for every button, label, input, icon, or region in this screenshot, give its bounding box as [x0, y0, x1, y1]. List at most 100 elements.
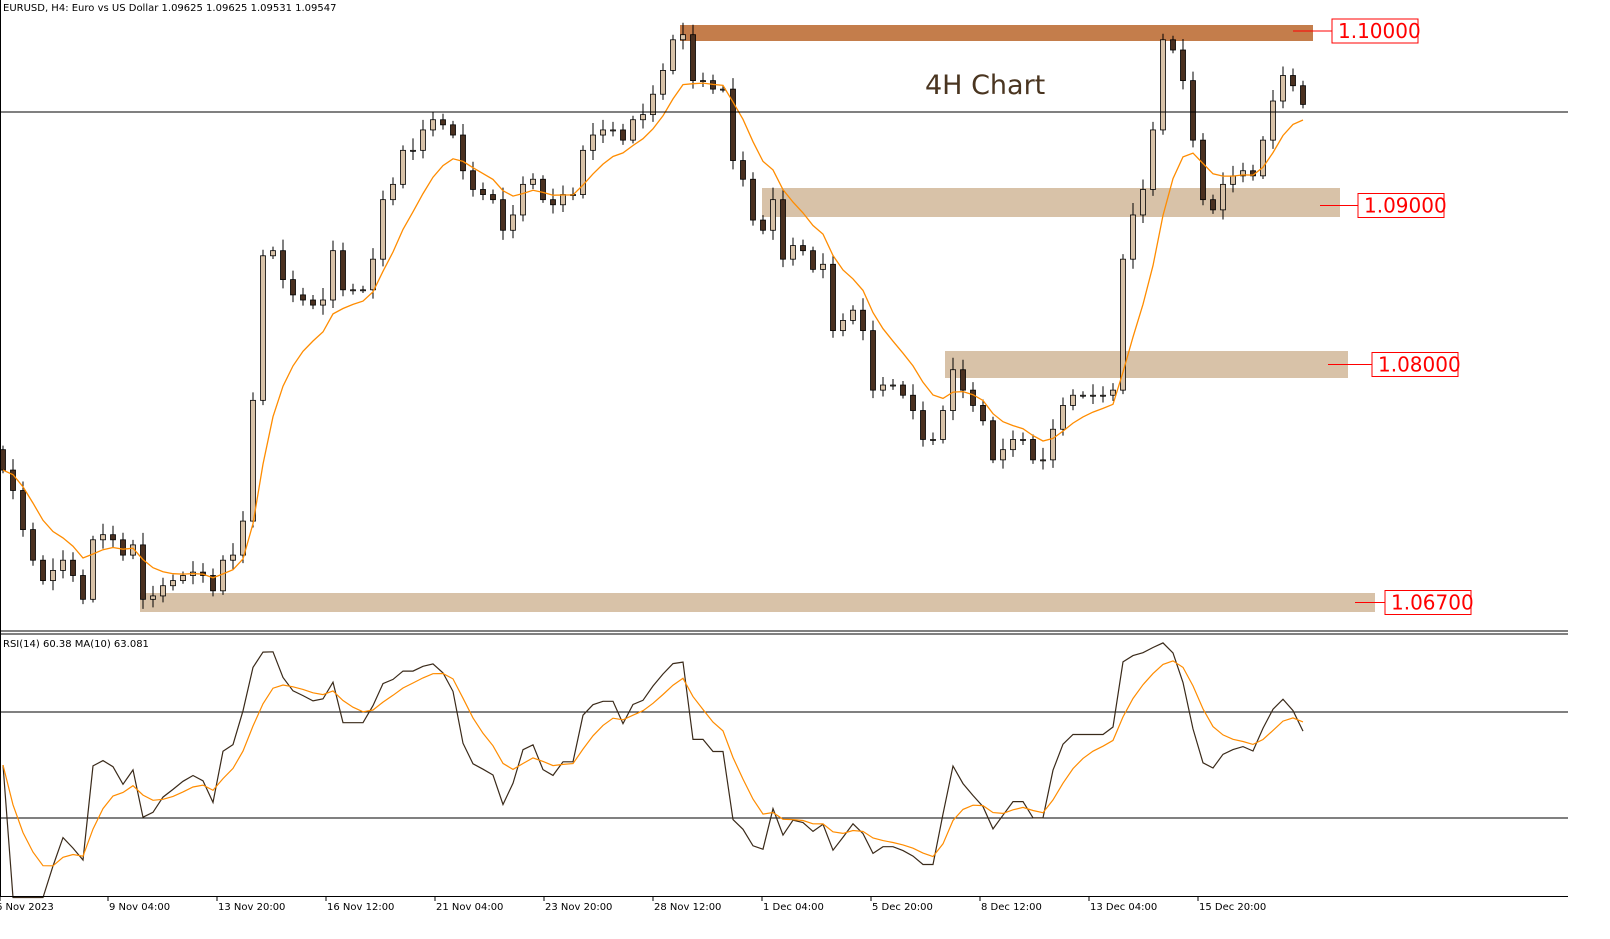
- candle: [470, 170, 476, 190]
- candle: [1070, 394, 1076, 406]
- candle: [1120, 258, 1126, 391]
- candle: [80, 575, 86, 600]
- zone-1.08000[interactable]: [945, 351, 1348, 378]
- candle: [930, 439, 936, 441]
- annotation-4h-chart: 4H Chart: [925, 70, 1045, 101]
- candle: [70, 559, 76, 576]
- x-tick-label: 5 Dec 20:00: [872, 902, 933, 913]
- candle: [700, 80, 706, 83]
- candle: [330, 250, 336, 301]
- candle: [910, 394, 916, 411]
- x-tick-label: 13 Nov 20:00: [218, 902, 285, 913]
- candle: [510, 214, 516, 231]
- candle: [270, 250, 276, 257]
- candle: [530, 178, 536, 185]
- candle: [600, 129, 606, 136]
- candle: [110, 534, 116, 541]
- candle: [800, 245, 806, 252]
- candle: [870, 330, 876, 391]
- level-label-box: [1371, 352, 1459, 377]
- candle: [1290, 75, 1296, 87]
- candle: [180, 575, 186, 582]
- candle: [970, 389, 976, 406]
- candles: [0, 22, 1306, 609]
- candle: [760, 219, 766, 231]
- support-resistance-zones: [140, 25, 1375, 612]
- level-label-box: [1331, 18, 1419, 44]
- candle: [950, 369, 956, 411]
- zone-1.06700[interactable]: [140, 593, 1375, 612]
- candle: [50, 570, 56, 582]
- candle: [520, 183, 526, 216]
- time-axis: 6 Nov 2023 9 Nov 04:00 13 Nov 20:00 16 Nov …: [0, 897, 1266, 913]
- candle: [30, 529, 36, 561]
- candle: [1030, 439, 1036, 461]
- candle: [850, 309, 856, 321]
- candle: [610, 129, 616, 132]
- candle: [1080, 394, 1086, 397]
- candle: [360, 289, 366, 292]
- candle: [310, 299, 316, 306]
- candle: [740, 160, 746, 180]
- candle: [220, 559, 226, 592]
- candle: [630, 119, 636, 141]
- candle: [1300, 85, 1306, 105]
- candle: [450, 124, 456, 136]
- moving-average-line: [2, 82, 1304, 579]
- candle: [230, 554, 236, 561]
- candle: [660, 70, 666, 95]
- x-tick-label: 9 Nov 04:00: [109, 902, 170, 913]
- candle: [920, 410, 926, 440]
- candle: [550, 199, 556, 206]
- rsi-line: [2, 642, 1304, 899]
- candle: [430, 119, 436, 131]
- candle: [410, 149, 416, 152]
- candle: [650, 93, 656, 116]
- level-label: 1.08000: [1378, 353, 1461, 377]
- zone-1.10000[interactable]: [680, 25, 1313, 41]
- candle: [370, 258, 376, 291]
- candle: [40, 559, 46, 582]
- candle: [750, 178, 756, 221]
- candle: [1280, 75, 1286, 102]
- candle: [820, 263, 826, 270]
- candle: [940, 410, 946, 440]
- candle: [640, 114, 646, 121]
- candle: [60, 559, 66, 571]
- candle: [1240, 170, 1246, 177]
- zone-1.09000[interactable]: [762, 188, 1340, 217]
- candle: [540, 178, 546, 201]
- candle: [130, 544, 136, 556]
- level-labels: 1.10000 1.09000 1.08000 1.06700: [1293, 18, 1474, 615]
- candle: [1230, 175, 1236, 185]
- candle: [300, 294, 306, 301]
- candle: [770, 199, 776, 231]
- candle: [120, 539, 126, 556]
- level-label-box: [1384, 590, 1472, 615]
- candle: [590, 134, 596, 151]
- candle: [1090, 394, 1096, 397]
- rsi-ma-line: [2, 660, 1304, 867]
- level-label-box: [1357, 193, 1445, 218]
- candle: [560, 194, 566, 206]
- candle: [730, 88, 736, 161]
- candle: [1140, 189, 1146, 216]
- candle: [1170, 39, 1176, 51]
- level-label: 1.09000: [1364, 194, 1447, 218]
- candle: [1130, 214, 1136, 260]
- candle: [840, 320, 846, 332]
- x-tick-label: 16 Nov 12:00: [327, 902, 394, 913]
- x-tick-label: 21 Nov 04:00: [436, 902, 503, 913]
- candle: [20, 490, 26, 530]
- candle: [1040, 459, 1046, 462]
- candle: [250, 399, 256, 522]
- candle: [140, 544, 146, 600]
- candle: [900, 384, 906, 396]
- level-label: 1.10000: [1338, 19, 1421, 43]
- candle: [680, 34, 686, 41]
- candle: [350, 289, 356, 292]
- candle: [500, 199, 506, 231]
- candle: [1200, 139, 1206, 201]
- candle: [810, 250, 816, 270]
- candle: [1100, 394, 1106, 397]
